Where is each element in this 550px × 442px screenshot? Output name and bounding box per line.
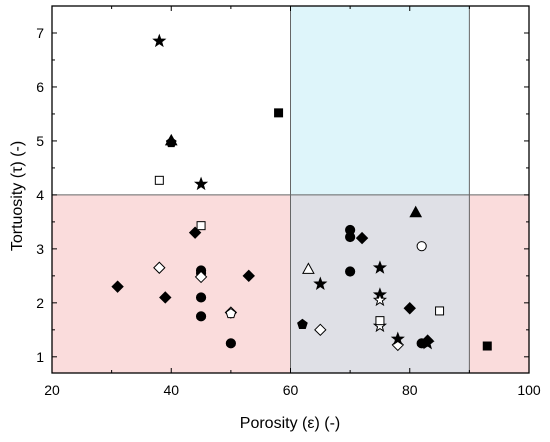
data-point-filled-pentagon-1 — [165, 136, 177, 148]
data-point-filled-circle-2 — [195, 292, 207, 303]
data-point-filled-star-2 — [313, 276, 328, 290]
data-point-filled-circle-4 — [225, 338, 236, 349]
data-point-filled-star-3 — [372, 260, 388, 274]
data-point-filled-star-6 — [420, 335, 435, 350]
axes-layer: 20 40 60 80 100 1 2 3 4 5 6 7 — [36, 5, 541, 398]
data-point-filled-circle-6 — [345, 231, 356, 243]
data-point-filled-triangle-1 — [409, 205, 423, 218]
x-tick-label: 100 — [517, 382, 541, 398]
data-point-filled-circle-7 — [345, 266, 356, 277]
x-tick-label: 20 — [44, 382, 60, 398]
y-tick-label: 6 — [36, 79, 44, 95]
x-axis-label: Porosity (ε) (-) — [240, 415, 340, 432]
x-tick-label: 80 — [402, 382, 418, 398]
data-point-filled-diamond-5 — [403, 302, 416, 315]
data-point-open-square-0 — [154, 175, 164, 185]
data-point-filled-star-0 — [152, 33, 167, 48]
data-point-open-square-3 — [435, 306, 445, 316]
data-point-open-diamond-3 — [314, 323, 327, 337]
y-tick-label: 2 — [36, 295, 44, 311]
data-point-open-square-1 — [196, 221, 206, 231]
y-axis-label: Tortuosity (τ) (-) — [9, 141, 26, 251]
data-point-open-star-0 — [372, 292, 388, 307]
data-point-filled-circle-3 — [195, 311, 207, 322]
data-point-open-circle-0 — [416, 241, 427, 252]
x-tick-label: 40 — [163, 382, 179, 398]
y-tick-label: 3 — [36, 241, 44, 257]
y-tick-label: 4 — [36, 187, 44, 203]
data-point-filled-pentagon-0 — [297, 318, 308, 329]
y-tick-label: 7 — [36, 25, 44, 41]
y-tick-label: 5 — [36, 133, 44, 149]
data-point-open-triangle-0 — [302, 262, 315, 274]
data-point-filled-square-1 — [482, 341, 492, 351]
data-point-filled-square-0 — [274, 108, 284, 118]
data-point-filled-diamond-0 — [111, 280, 124, 293]
region-boundary-layer — [52, 6, 529, 373]
data-point-filled-diamond-1 — [159, 291, 172, 304]
data-point-open-pentagon-0 — [225, 308, 237, 319]
y-tick-label: 1 — [36, 349, 44, 365]
data-point-filled-diamond-3 — [242, 269, 255, 283]
data-point-filled-star-5 — [390, 331, 405, 346]
data-point-filled-star-1 — [193, 176, 209, 191]
data-point-layer — [111, 33, 492, 352]
data-point-open-diamond-0 — [153, 261, 166, 274]
x-tick-label: 60 — [283, 382, 299, 398]
data-point-open-diamond-1 — [194, 270, 208, 284]
data-point-open-square-2 — [375, 316, 385, 326]
blue-region — [290, 6, 470, 195]
data-point-filled-diamond-4 — [355, 231, 369, 245]
